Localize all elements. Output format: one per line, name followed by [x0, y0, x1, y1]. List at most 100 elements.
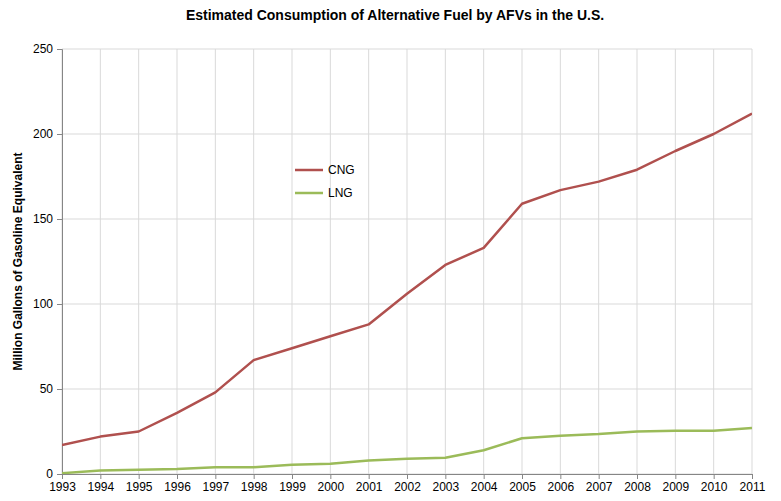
x-tick-mark: [100, 474, 101, 479]
x-tick: 1995: [126, 474, 153, 494]
chart: 0501001502002501993199419951996199719981…: [0, 0, 781, 501]
grid-line-x: [637, 49, 638, 474]
x-tick-label: 2002: [394, 480, 421, 494]
legend-item: LNG: [295, 186, 353, 200]
x-tick-mark: [637, 474, 638, 479]
x-tick-label: 1998: [241, 480, 268, 494]
series-line: [62, 428, 752, 473]
x-tick-mark: [599, 474, 600, 479]
x-tick-label: 2011: [740, 480, 766, 494]
grid-line-x: [445, 49, 446, 474]
x-tick: 1994: [87, 474, 114, 494]
x-tick: 2007: [586, 474, 613, 494]
x-tick-label: 1994: [87, 480, 114, 494]
x-tick-label: 1993: [49, 480, 76, 494]
x-tick: 1998: [241, 474, 268, 494]
legend-swatch: [295, 169, 323, 172]
legend-label: CNG: [328, 163, 355, 177]
x-tick: 2000: [317, 474, 344, 494]
x-tick: 2005: [509, 474, 536, 494]
grid-line-x: [215, 49, 216, 474]
y-tick-label: 250: [33, 42, 53, 56]
plot-area: 0501001502002501993199419951996199719981…: [33, 42, 766, 493]
x-tick-mark: [675, 474, 676, 479]
x-tick-label: 1997: [202, 480, 229, 494]
x-tick-mark: [752, 474, 753, 479]
x-tick-mark: [254, 474, 255, 479]
grid-line-x: [292, 49, 293, 474]
x-tick-label: 1995: [126, 480, 153, 494]
x-tick: 2009: [662, 474, 689, 494]
x-tick-label: 2007: [586, 480, 613, 494]
x-tick-label: 2003: [432, 480, 459, 494]
y-tick-mark: [57, 474, 62, 475]
x-axis: 1993 1994 1995 1996 1997 1998 1999 2000 2001 2002…: [49, 474, 766, 494]
legend: CNG LNG: [295, 163, 355, 200]
x-tick-mark: [330, 474, 331, 479]
x-tick-label: 2006: [547, 480, 574, 494]
grid-line-x: [330, 49, 331, 474]
grid-line-x: [598, 49, 599, 474]
x-tick-label: 1999: [279, 480, 306, 494]
x-tick-label: 2001: [356, 480, 383, 494]
y-axis: 050100150200250: [33, 42, 63, 481]
x-tick: 2008: [624, 474, 651, 494]
x-tick-mark: [560, 474, 561, 479]
x-tick-label: 2004: [471, 480, 498, 494]
grid-line-x: [407, 49, 408, 474]
y-tick-mark: [57, 389, 62, 390]
y-tick-label: 50: [40, 382, 54, 396]
y-tick: 150: [33, 212, 62, 226]
x-tick-mark: [292, 474, 293, 479]
x-tick: 2004: [471, 474, 498, 494]
y-tick-label: 200: [33, 127, 53, 141]
x-tick: 1999: [279, 474, 306, 494]
x-tick-label: 2005: [509, 480, 536, 494]
x-tick-label: 2010: [701, 480, 728, 494]
title: Estimated Consumption of Alternative Fue…: [186, 7, 604, 23]
grid-line-x: [713, 49, 714, 474]
x-tick-mark: [522, 474, 523, 479]
y-tick: 50: [40, 382, 62, 396]
y-axis-title: Million Gallons of Gasoline Equivalent: [11, 152, 25, 370]
x-tick-mark: [369, 474, 370, 479]
x-tick-mark: [407, 474, 408, 479]
legend-label: LNG: [328, 186, 353, 200]
x-tick: 1996: [164, 474, 191, 494]
x-tick-mark: [714, 474, 715, 479]
grid-line-x: [483, 49, 484, 474]
y-tick-mark: [57, 134, 62, 135]
x-tick-label: 2008: [624, 480, 651, 494]
x-tick: 1993: [49, 474, 76, 494]
y-axis-line: [57, 50, 63, 475]
grid-line-x: [675, 49, 676, 474]
y-tick-label: 150: [33, 212, 53, 226]
y-tick: 100: [33, 297, 62, 311]
x-tick-mark: [62, 474, 63, 479]
grid-line-x: [253, 49, 254, 474]
x-tick-label: 1996: [164, 480, 191, 494]
x-tick: 2010: [701, 474, 728, 494]
legend-item: CNG: [295, 163, 355, 177]
x-tick: 2006: [547, 474, 574, 494]
y-tick-mark: [57, 219, 62, 220]
x-tick-mark: [177, 474, 178, 479]
series-line: [62, 114, 752, 446]
x-axis-line: [63, 475, 753, 480]
y-tick: 250: [33, 42, 62, 56]
x-tick-label: 2000: [317, 480, 344, 494]
y-tick-mark: [57, 304, 62, 305]
grid-line-x: [138, 49, 139, 474]
x-tick-mark: [139, 474, 140, 479]
grid-line-x: [752, 49, 753, 474]
legend-swatch: [295, 192, 323, 195]
y-tick-mark: [57, 49, 62, 50]
x-tick-mark: [484, 474, 485, 479]
x-tick-mark: [445, 474, 446, 479]
x-tick-mark: [215, 474, 216, 479]
grid: [62, 49, 752, 474]
grid-line-x: [100, 49, 101, 474]
grid-line-x: [560, 49, 561, 474]
grid-line-x: [522, 49, 523, 474]
y-tick: 200: [33, 127, 62, 141]
